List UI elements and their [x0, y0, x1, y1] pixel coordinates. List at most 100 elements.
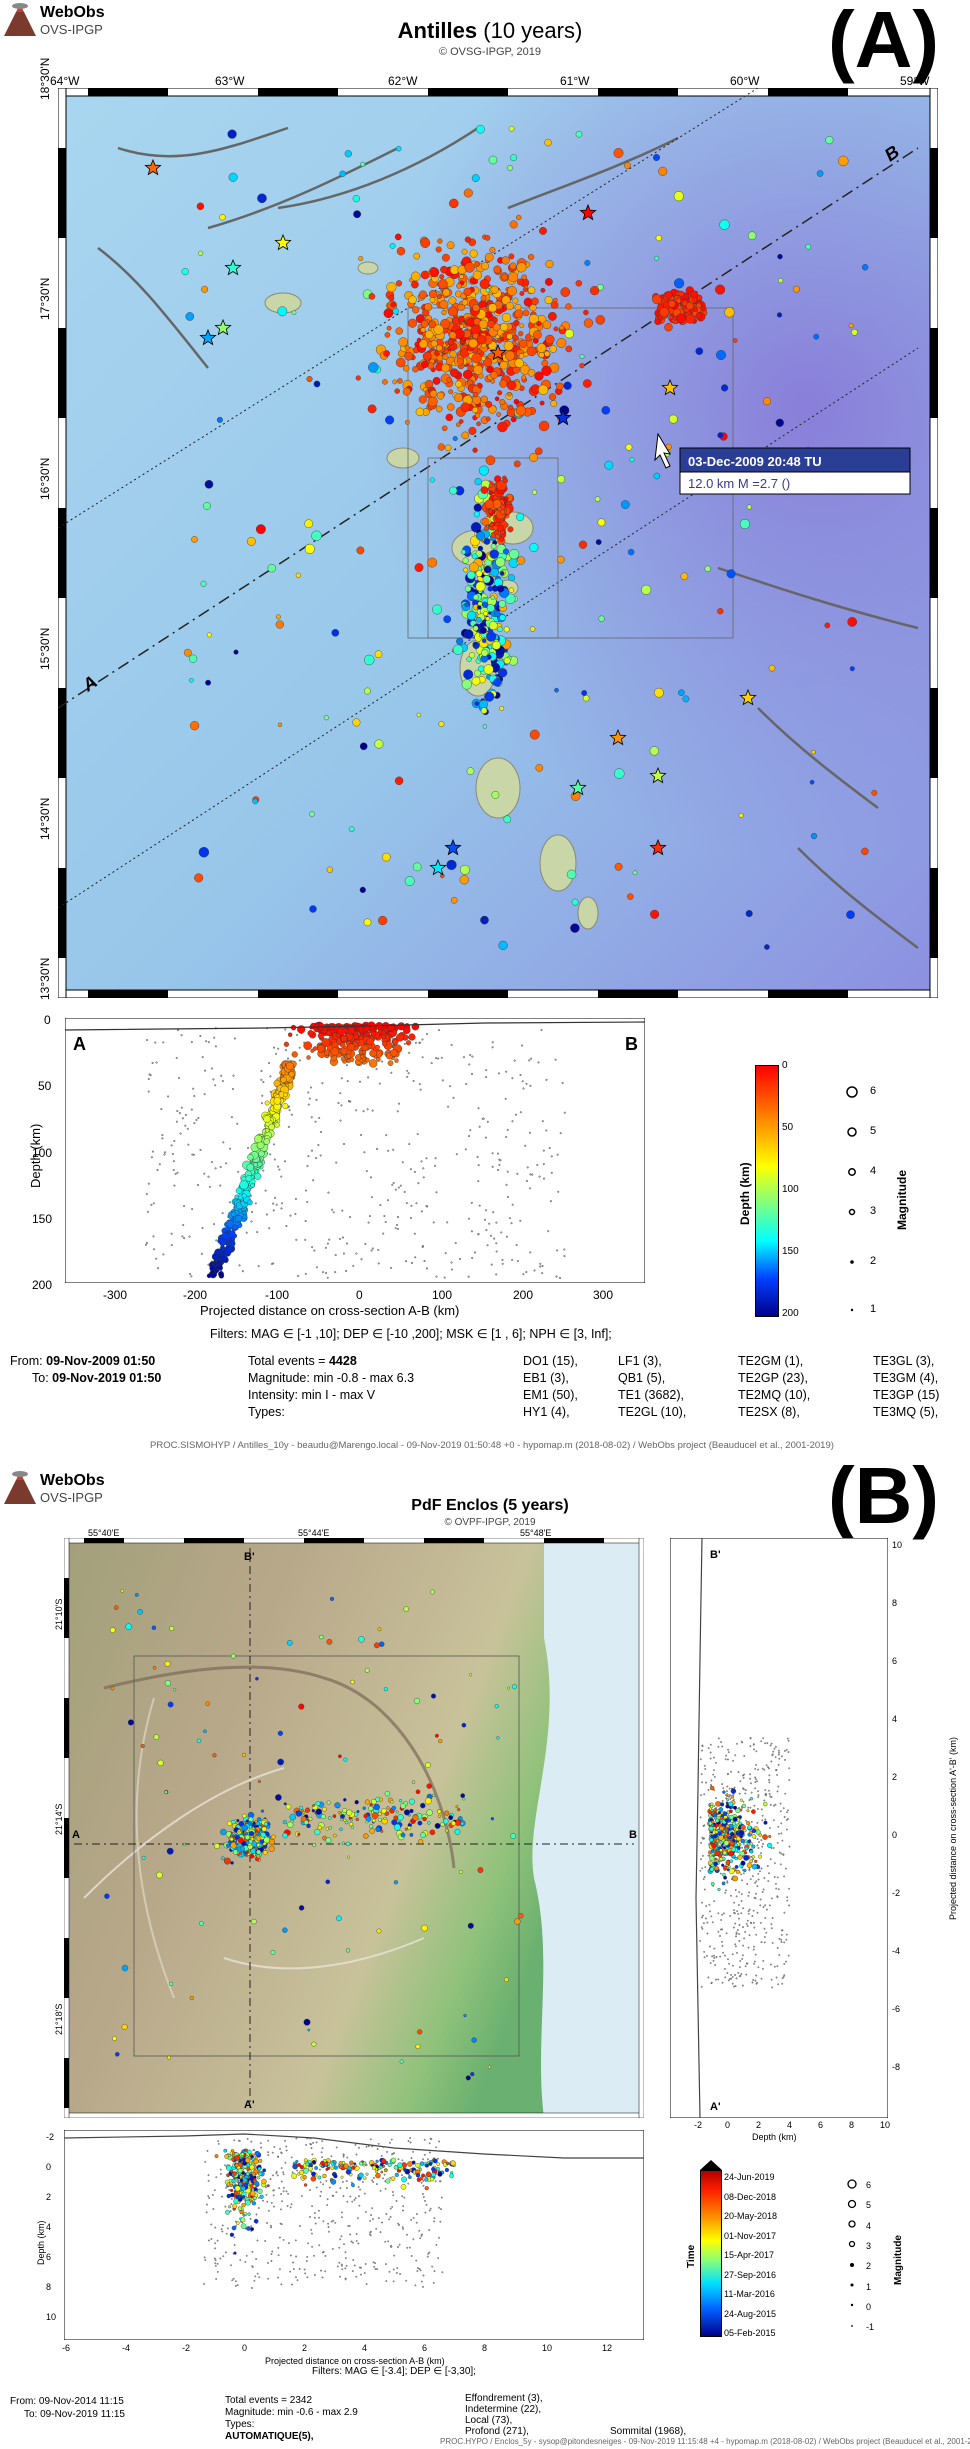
event-point [498, 600, 506, 608]
background-point [701, 1745, 704, 1748]
types-table: DO1 (15), LF1 (3), TE2GM (1), TE3GL (3),… [523, 1353, 963, 1421]
background-point [318, 2168, 321, 2171]
background-point [385, 1134, 388, 1137]
event-point [695, 347, 704, 356]
side-section-plot[interactable]: B' A' [670, 1538, 888, 2118]
event-point [849, 666, 855, 672]
background-point [750, 1922, 753, 1925]
event-point [496, 411, 502, 417]
event-point [266, 2184, 270, 2188]
background-point [280, 2180, 283, 2183]
background-point [418, 2229, 421, 2232]
background-point [292, 2261, 294, 2264]
side-ytick: 10 [892, 1540, 903, 1550]
background-point [275, 1052, 278, 1055]
background-point [757, 1872, 760, 1875]
background-point [742, 1954, 744, 1957]
event-point [751, 1833, 757, 1839]
background-point [304, 1189, 307, 1192]
background-point [267, 2151, 270, 2154]
background-point [755, 1974, 758, 1977]
background-point [346, 2156, 349, 2159]
event-point [383, 308, 394, 318]
background-point [228, 2189, 231, 2191]
background-point [326, 1242, 329, 1245]
background-point [355, 2275, 358, 2278]
event-point [220, 1249, 226, 1256]
background-point [260, 2146, 263, 2149]
antilles-map[interactable]: A B 03-Dec-2009 20:48 TU 12.0 km M =2.7 … [58, 88, 938, 998]
background-point [203, 2256, 206, 2259]
event-point [259, 1839, 265, 1845]
background-point [221, 2230, 224, 2233]
background-point [787, 1954, 790, 1957]
background-point [371, 2145, 374, 2148]
background-point [272, 1202, 275, 1205]
event-point [311, 1809, 315, 1813]
lat-label: 16°30'N [38, 457, 52, 500]
magnitude-tick: 6 [870, 1085, 877, 1097]
star-icon [649, 766, 667, 784]
event-point [252, 798, 258, 805]
event-point [508, 272, 519, 283]
background-point [186, 1127, 189, 1130]
event-point [399, 2059, 404, 2064]
background-point [776, 1841, 779, 1844]
background-point [482, 1117, 485, 1120]
event-point [421, 2173, 425, 2178]
event-point [225, 1219, 234, 1228]
background-point [273, 1158, 276, 1161]
event-point [228, 1239, 236, 1247]
background-point [221, 1080, 224, 1083]
background-point [735, 1977, 738, 1980]
background-point [739, 1780, 742, 1783]
background-point [181, 1235, 184, 1238]
event-point [427, 1821, 431, 1825]
event-point [330, 1047, 340, 1057]
event-point [485, 287, 490, 293]
background-point [387, 1199, 390, 1202]
event-point [312, 1843, 317, 1847]
event-point [396, 246, 406, 256]
event-point [379, 1797, 383, 1802]
event-point [429, 296, 436, 303]
event-tooltip[interactable]: 03-Dec-2009 20:48 TU 12.0 km M =2.7 () [654, 432, 911, 495]
event-point [338, 1811, 341, 1814]
bottom-section-plot[interactable] [64, 2130, 644, 2340]
event-point [450, 897, 458, 904]
background-point [524, 1144, 527, 1147]
background-point [310, 2147, 313, 2149]
event-point [544, 350, 551, 357]
background-point [754, 1979, 757, 1982]
event-point [809, 779, 815, 785]
enclos-map[interactable]: A B B' A' [64, 1538, 644, 2118]
background-point [370, 1249, 373, 1252]
background-point [250, 1220, 253, 1223]
event-point [412, 306, 420, 314]
background-point [713, 1769, 715, 1772]
background-point [420, 1160, 423, 1163]
background-point [721, 1800, 724, 1802]
cross-section-plot[interactable]: A B [65, 1018, 645, 1283]
event-point [352, 194, 360, 203]
background-point [201, 1227, 204, 1230]
background-point [780, 1832, 783, 1835]
background-point [757, 1796, 760, 1798]
background-point [787, 1751, 790, 1754]
background-point [371, 2179, 374, 2182]
background-point [776, 1946, 779, 1949]
event-point [536, 343, 547, 353]
star-icon [144, 158, 162, 176]
background-point [273, 2205, 275, 2208]
background-point [762, 1906, 765, 1908]
intensity-stat: Intensity: min I - max V [248, 1388, 376, 1402]
background-point [428, 2142, 431, 2145]
background-point [717, 1930, 720, 1933]
background-point [342, 2155, 345, 2158]
background-point [389, 2207, 392, 2210]
event-point [360, 1054, 365, 1059]
event-point [420, 270, 430, 280]
event-point [714, 1850, 721, 1857]
background-point [233, 2244, 236, 2247]
event-point [516, 278, 524, 286]
